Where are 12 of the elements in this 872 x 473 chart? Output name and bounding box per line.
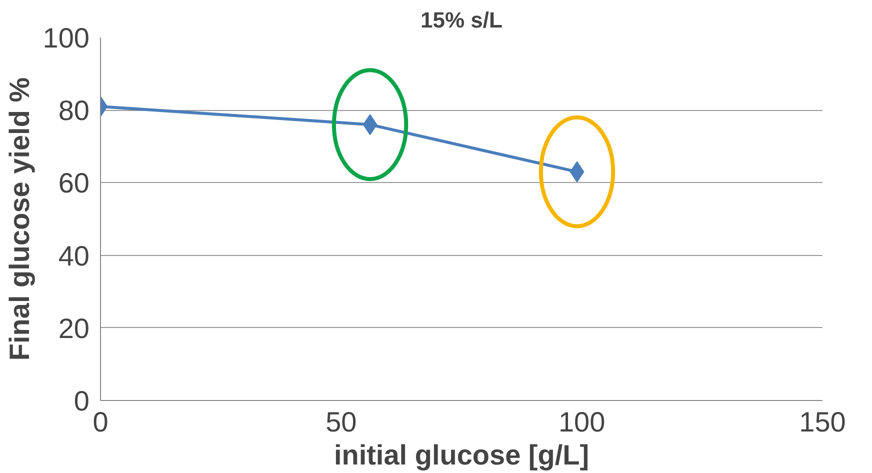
- y-axis-title: Final glucose yield %: [4, 77, 35, 361]
- x-tick-label: 100: [558, 406, 606, 438]
- y-tick-label: 100: [42, 22, 90, 54]
- y-tick-label: 40: [58, 240, 90, 272]
- x-axis-title: initial glucose [g/L]: [334, 440, 590, 470]
- chart-title: 15% s/L: [420, 8, 502, 32]
- y-tick-label: 20: [58, 312, 90, 344]
- x-tick-label: 150: [799, 406, 846, 438]
- y-tick-label: 80: [58, 95, 90, 126]
- y-tick-label: 0: [74, 386, 90, 416]
- y-tick-label: 60: [58, 168, 90, 199]
- x-tick-label: 50: [326, 406, 357, 438]
